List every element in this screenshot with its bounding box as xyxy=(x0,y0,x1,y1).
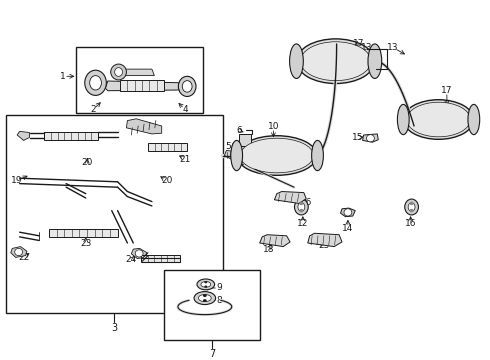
Bar xyxy=(148,143,187,151)
Ellipse shape xyxy=(344,209,352,216)
Text: 3: 3 xyxy=(111,323,118,333)
Ellipse shape xyxy=(240,138,314,173)
Ellipse shape xyxy=(397,104,409,135)
Text: 12: 12 xyxy=(297,219,309,228)
Text: 17: 17 xyxy=(353,39,365,48)
Text: 24: 24 xyxy=(126,256,137,264)
Text: 18: 18 xyxy=(263,245,274,253)
Polygon shape xyxy=(105,81,181,91)
Text: 25: 25 xyxy=(318,241,330,250)
Ellipse shape xyxy=(290,44,303,78)
Ellipse shape xyxy=(201,282,211,287)
Text: 5: 5 xyxy=(225,143,231,152)
Text: 9: 9 xyxy=(217,284,222,292)
Bar xyxy=(164,270,260,340)
Ellipse shape xyxy=(203,299,207,302)
Ellipse shape xyxy=(403,100,474,139)
Text: 8: 8 xyxy=(217,296,222,305)
Ellipse shape xyxy=(410,209,414,212)
Ellipse shape xyxy=(237,136,317,175)
Text: 14: 14 xyxy=(342,224,354,233)
Ellipse shape xyxy=(300,42,371,81)
Ellipse shape xyxy=(294,199,308,215)
Text: 16: 16 xyxy=(405,219,416,228)
Polygon shape xyxy=(17,131,29,140)
Polygon shape xyxy=(341,208,355,217)
Bar xyxy=(120,80,164,91)
Ellipse shape xyxy=(203,294,207,297)
Ellipse shape xyxy=(405,199,418,215)
Text: 21: 21 xyxy=(179,154,191,163)
Ellipse shape xyxy=(298,203,305,211)
Text: 7: 7 xyxy=(209,349,215,359)
Ellipse shape xyxy=(15,248,23,256)
Text: 10: 10 xyxy=(268,122,279,131)
Ellipse shape xyxy=(182,81,192,92)
Ellipse shape xyxy=(468,104,480,135)
Ellipse shape xyxy=(408,203,415,211)
Ellipse shape xyxy=(115,68,122,76)
Ellipse shape xyxy=(368,44,382,78)
Ellipse shape xyxy=(198,294,211,302)
Text: 4: 4 xyxy=(182,105,188,114)
Text: 19: 19 xyxy=(11,176,23,185)
Text: 17: 17 xyxy=(441,86,453,95)
Polygon shape xyxy=(224,150,240,159)
Text: 15: 15 xyxy=(352,133,364,142)
Ellipse shape xyxy=(204,281,207,283)
Ellipse shape xyxy=(90,76,101,90)
Text: 23: 23 xyxy=(80,238,92,248)
Ellipse shape xyxy=(135,250,143,257)
Text: 1: 1 xyxy=(60,72,66,81)
Ellipse shape xyxy=(299,202,303,205)
Text: 22: 22 xyxy=(18,253,29,262)
Ellipse shape xyxy=(231,140,243,171)
Ellipse shape xyxy=(111,64,126,80)
Text: 13: 13 xyxy=(387,43,399,52)
Polygon shape xyxy=(274,192,306,203)
Polygon shape xyxy=(308,233,342,247)
Polygon shape xyxy=(120,69,154,76)
Ellipse shape xyxy=(410,202,414,205)
Ellipse shape xyxy=(204,285,207,288)
Ellipse shape xyxy=(299,209,303,212)
Ellipse shape xyxy=(178,76,196,96)
Text: 26: 26 xyxy=(300,198,312,207)
Polygon shape xyxy=(363,134,378,142)
Bar xyxy=(76,47,203,113)
Bar xyxy=(6,115,223,313)
Polygon shape xyxy=(11,247,27,257)
Text: 2: 2 xyxy=(90,105,96,114)
Ellipse shape xyxy=(197,279,215,290)
Text: 20: 20 xyxy=(161,176,172,185)
Text: 6: 6 xyxy=(236,126,242,135)
Bar xyxy=(49,229,118,237)
Ellipse shape xyxy=(407,102,470,137)
Text: 11: 11 xyxy=(239,158,251,167)
Polygon shape xyxy=(126,119,162,134)
Bar xyxy=(239,134,251,146)
Ellipse shape xyxy=(367,135,374,142)
Bar xyxy=(141,255,180,262)
Text: 13: 13 xyxy=(361,43,372,52)
Ellipse shape xyxy=(312,140,323,171)
Polygon shape xyxy=(131,248,147,258)
Text: 20: 20 xyxy=(81,158,93,167)
Bar xyxy=(44,132,98,140)
Ellipse shape xyxy=(296,39,375,84)
Ellipse shape xyxy=(194,292,216,305)
Ellipse shape xyxy=(85,70,106,95)
Polygon shape xyxy=(260,235,290,247)
